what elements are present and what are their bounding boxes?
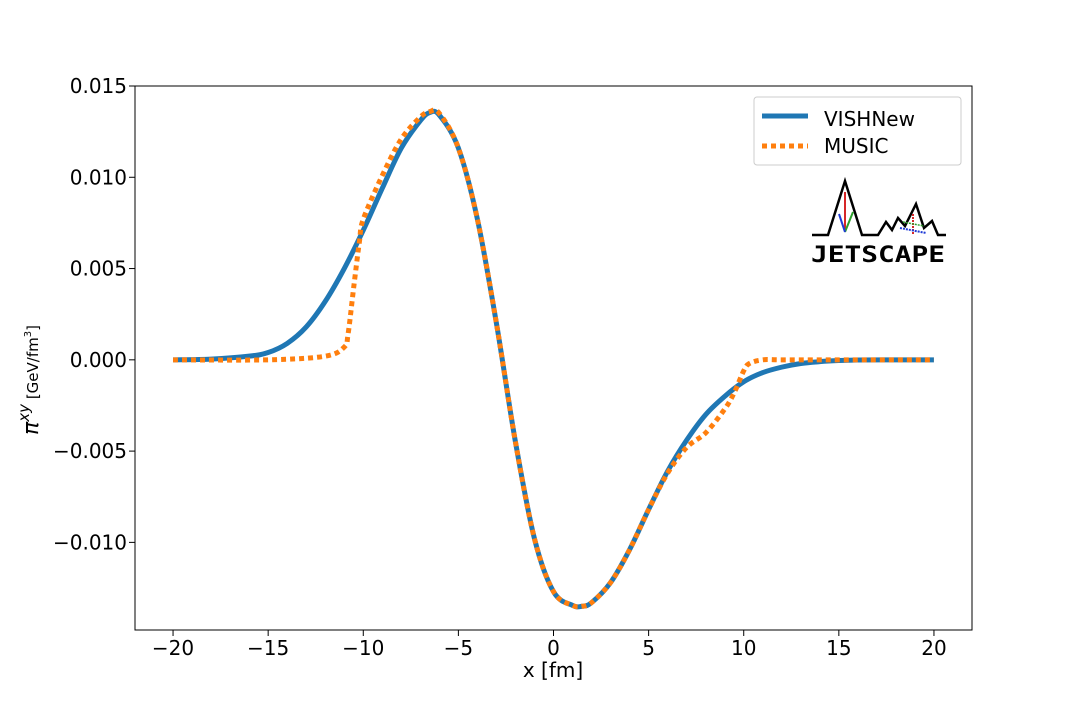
y-tick-label: 0.005 bbox=[70, 257, 127, 281]
x-axis-label: x [fm] bbox=[523, 658, 583, 682]
y-axis-label-unit-end: ] bbox=[24, 325, 42, 331]
x-tick-label: 20 bbox=[921, 636, 946, 660]
y-tick-label: −0.005 bbox=[53, 439, 127, 463]
svg-text:πxy [GeV/fm3]: πxy [GeV/fm3] bbox=[15, 325, 44, 435]
logo-text: JETSCAPE bbox=[811, 243, 945, 268]
y-tick-label: 0.010 bbox=[70, 165, 127, 189]
x-tick-label: −10 bbox=[342, 636, 384, 660]
series-layer bbox=[172, 107, 934, 610]
x-tick-label: 15 bbox=[826, 636, 851, 660]
y-axis-label-sup: xy bbox=[15, 403, 33, 423]
y-tick-label: −0.010 bbox=[53, 530, 127, 554]
y-axis-ticks: −0.010 −0.005 0.000 0.005 0.010 0.015 bbox=[53, 74, 135, 554]
x-tick-label: 10 bbox=[731, 636, 756, 660]
x-axis-ticks: −20 −15 −10 −5 0 5 10 15 20 bbox=[152, 630, 947, 660]
y-tick-label: 0.015 bbox=[70, 74, 127, 98]
y-axis-label-unit: [GeV/fm bbox=[24, 337, 42, 399]
y-axis-label: πxy [GeV/fm3] bbox=[15, 325, 44, 435]
x-tick-label: −5 bbox=[444, 636, 473, 660]
series-line-music bbox=[173, 107, 934, 610]
legend: VISHNew MUSIC bbox=[753, 96, 962, 166]
x-tick-label: 5 bbox=[642, 636, 655, 660]
jetscape-logo: JETSCAPE bbox=[811, 176, 946, 268]
x-tick-label: −15 bbox=[247, 636, 289, 660]
legend-label-music: MUSIC bbox=[824, 134, 888, 158]
x-tick-label: −20 bbox=[152, 636, 194, 660]
x-tick-label: 0 bbox=[547, 636, 560, 660]
legend-label-vishnew: VISHNew bbox=[824, 107, 915, 131]
y-axis-label-unit-sup: 3 bbox=[23, 331, 34, 337]
y-axis-label-symbol: π bbox=[19, 421, 44, 435]
y-tick-label: 0.000 bbox=[70, 348, 127, 372]
